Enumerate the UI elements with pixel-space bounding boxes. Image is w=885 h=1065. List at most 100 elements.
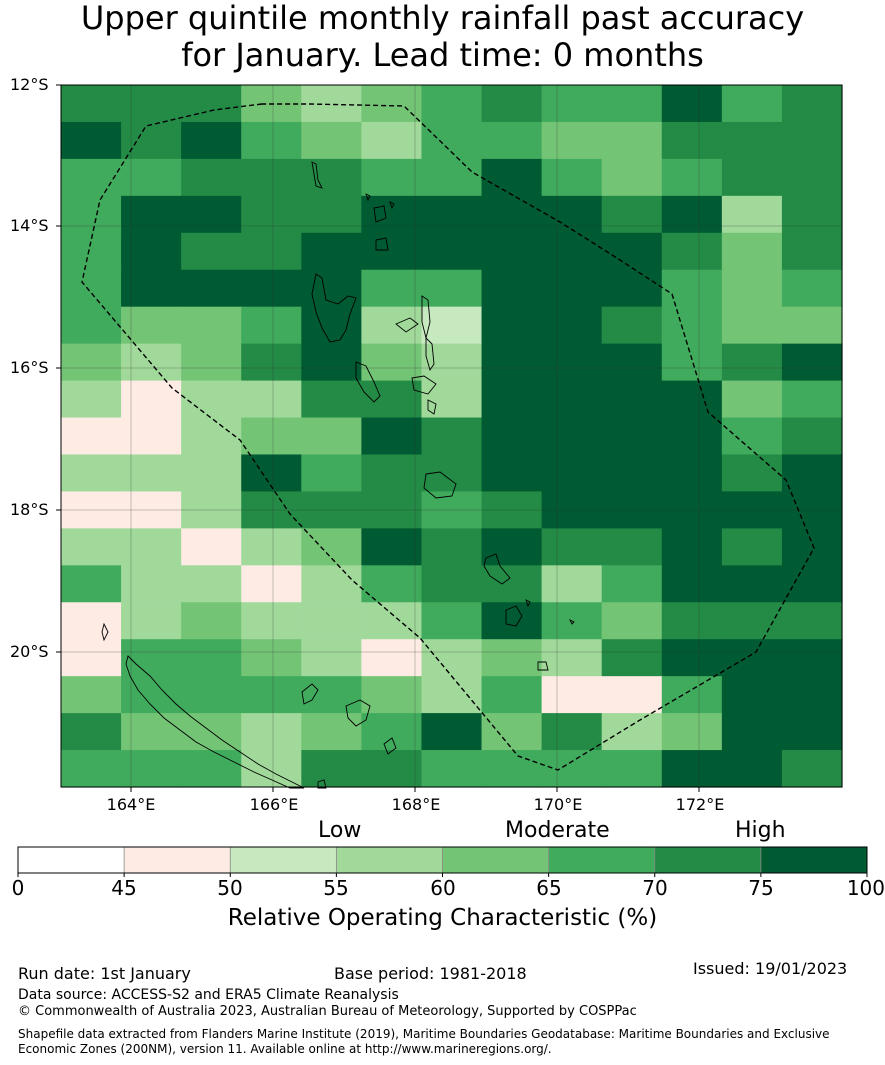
grid-cell	[541, 158, 603, 197]
grid-cell	[181, 380, 242, 419]
grid-cell	[601, 676, 663, 714]
grid-cell	[481, 158, 543, 197]
grid-cell	[421, 195, 483, 234]
grid-cell	[421, 750, 483, 788]
grid-cell	[541, 639, 603, 677]
grid-cell	[481, 417, 543, 456]
grid-cell	[301, 713, 362, 751]
grid-cell	[61, 85, 122, 123]
grid-cell	[61, 232, 122, 271]
grid-cell	[601, 85, 663, 123]
grid-cell	[481, 565, 543, 603]
grid-cell	[481, 232, 543, 271]
shapefile-credit-line-2: Economic Zones (200NM), version 11. Avai…	[18, 1042, 552, 1056]
grid-cell	[121, 713, 182, 751]
grid-cell	[301, 195, 362, 234]
grid-cell	[121, 269, 182, 308]
grid-cell	[661, 565, 723, 603]
grid-cell	[241, 602, 302, 640]
grid-cell	[241, 306, 302, 345]
grid-cell	[661, 750, 723, 788]
grid-cell	[121, 121, 182, 160]
grid-cell	[661, 232, 723, 271]
grid-cell	[421, 602, 483, 640]
grid-cell	[721, 306, 783, 345]
grid-cell	[601, 380, 663, 419]
grid-cell	[301, 750, 362, 788]
grid-cell	[181, 158, 242, 197]
grid-cell	[601, 417, 663, 456]
graticule	[56, 84, 842, 792]
loyalty-islands-coast	[301, 683, 397, 755]
grid-cell	[541, 713, 603, 751]
lon-label-164e: 164°E	[106, 795, 156, 814]
lat-label-18s: 18°S	[10, 500, 49, 519]
grid-cell	[481, 269, 543, 308]
colorbar-segment	[18, 847, 125, 873]
colorbar-segment	[760, 847, 868, 873]
grid-cell	[181, 232, 242, 271]
grid-cell	[601, 195, 663, 234]
grid-cell	[121, 528, 182, 566]
grid-cell	[721, 380, 783, 419]
grid-cell	[361, 232, 423, 271]
map-frame	[60, 84, 843, 788]
grid-cell	[481, 528, 543, 566]
grid-cell	[361, 269, 423, 308]
grid-cell	[721, 195, 783, 234]
grid-cell	[721, 528, 783, 566]
grid-cell	[301, 602, 362, 640]
grid-cell	[421, 380, 483, 419]
grid-cell	[541, 269, 603, 308]
pentecost-coast	[425, 336, 435, 372]
grid-cell	[781, 232, 843, 271]
grid-cell	[541, 380, 603, 419]
grid-cell	[301, 269, 362, 308]
grid-cell	[601, 158, 663, 197]
grid-cell	[661, 121, 723, 160]
grid-cell	[781, 639, 843, 677]
new-caledonia-coast	[125, 655, 305, 789]
grid-cell	[361, 343, 423, 382]
grid-cell	[241, 158, 302, 197]
grid-cell	[61, 306, 122, 345]
grid-cell	[121, 565, 182, 603]
grid-cell	[61, 750, 122, 788]
efate-coast	[423, 471, 457, 499]
grid-cell	[661, 417, 723, 456]
grid-cell	[481, 343, 543, 382]
grid-cell	[661, 343, 723, 382]
aneityum-coast	[537, 661, 549, 671]
tiny-islet-coast	[525, 599, 575, 625]
grid-cell	[421, 85, 483, 123]
lat-label-14s: 14°S	[10, 216, 49, 235]
lat-label-12s: 12°S	[10, 75, 49, 94]
grid-cell	[61, 528, 122, 566]
grid-cell	[601, 232, 663, 271]
grid-cell	[661, 713, 723, 751]
grid-cell	[61, 417, 122, 456]
tick-0: 0	[11, 876, 25, 900]
grid-cell	[421, 639, 483, 677]
grid-cell	[661, 269, 723, 308]
grid-cell	[781, 380, 843, 419]
maewo-coast	[421, 295, 431, 339]
lat-label-20s: 20°S	[10, 642, 49, 661]
tick-60: 60	[430, 876, 456, 900]
grid-cell	[361, 528, 423, 566]
tick-100: 100	[846, 876, 885, 900]
grid-cell	[781, 121, 843, 160]
tick-45: 45	[111, 876, 137, 900]
grid-cell	[361, 713, 423, 751]
grid-cell	[781, 454, 843, 493]
grid-cell	[781, 750, 843, 788]
tick-65: 65	[536, 876, 562, 900]
chart-title: Upper quintile monthly rainfall past acc…	[0, 0, 885, 74]
grid-cell	[121, 195, 182, 234]
grid-cell	[241, 343, 302, 382]
grid-cell	[781, 269, 843, 308]
grid-cell	[421, 565, 483, 603]
grid-cell	[601, 565, 663, 603]
ambrym-coast	[411, 375, 437, 395]
